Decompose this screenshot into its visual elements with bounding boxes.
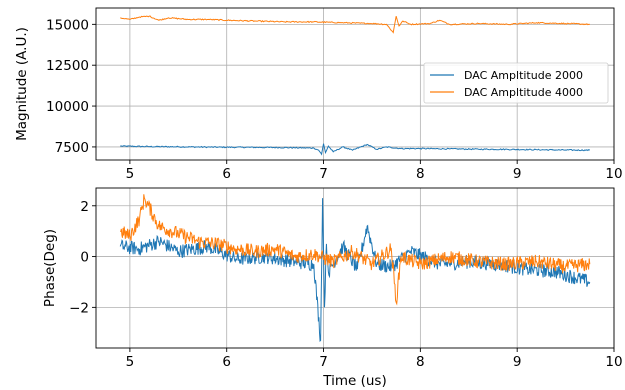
phase-y-tick-label: 2 <box>80 199 89 215</box>
magnitude-x-tick-label: 7 <box>319 166 328 182</box>
legend-label-1: DAC Ampltitude 2000 <box>464 69 583 82</box>
magnitude-y-tick-label: 12500 <box>46 58 89 74</box>
phase-series-2-line <box>119 194 591 306</box>
legend-label-2: DAC Ampltitude 4000 <box>464 86 583 99</box>
phase-axes-frame <box>95 187 615 349</box>
phase-series-1-line <box>119 198 591 342</box>
magnitude-x-tick-label: 6 <box>222 166 231 182</box>
legend-box <box>423 62 609 104</box>
magnitude-y-axis-label: Magnitude (A.U.) <box>14 27 30 141</box>
magnitude-series-1-line <box>120 143 591 156</box>
magnitude-x-tick-label: 10 <box>605 166 622 182</box>
magnitude-y-tick-label: 10000 <box>46 99 89 115</box>
magnitude-y-tick-label: 15000 <box>46 17 89 33</box>
phase-x-tick-label: 5 <box>126 354 135 370</box>
magnitude-x-tick-label: 5 <box>126 166 135 182</box>
phase-y-tick-label: 0 <box>80 250 89 266</box>
phase-x-tick-label: 7 <box>319 354 328 370</box>
magnitude-y-tick-label: 7500 <box>55 140 89 156</box>
phase-panel: 5 6 7 8 9 10 −2 0 2 Phase(Deg) Time (us) <box>42 187 623 389</box>
phase-x-tick-label: 8 <box>416 354 425 370</box>
phase-x-tick-label: 9 <box>513 354 522 370</box>
magnitude-x-tick-label: 9 <box>513 166 522 182</box>
magnitude-axes-frame <box>95 7 615 161</box>
phase-x-tick-label: 10 <box>605 354 622 370</box>
phase-y-tick-label: −2 <box>69 300 89 316</box>
magnitude-series-2-line <box>120 15 590 34</box>
legend: DAC Ampltitude 2000 DAC Ampltitude 4000 <box>423 62 609 104</box>
magnitude-x-tick-label: 8 <box>416 166 425 182</box>
phase-x-axis-label: Time (us) <box>322 373 386 389</box>
phase-x-tick-label: 6 <box>222 354 231 370</box>
phase-y-axis-label: Phase(Deg) <box>42 229 58 307</box>
magnitude-panel: 5 6 7 8 9 10 7500 10000 12500 15000 Magnitude (A.U… <box>14 7 623 182</box>
